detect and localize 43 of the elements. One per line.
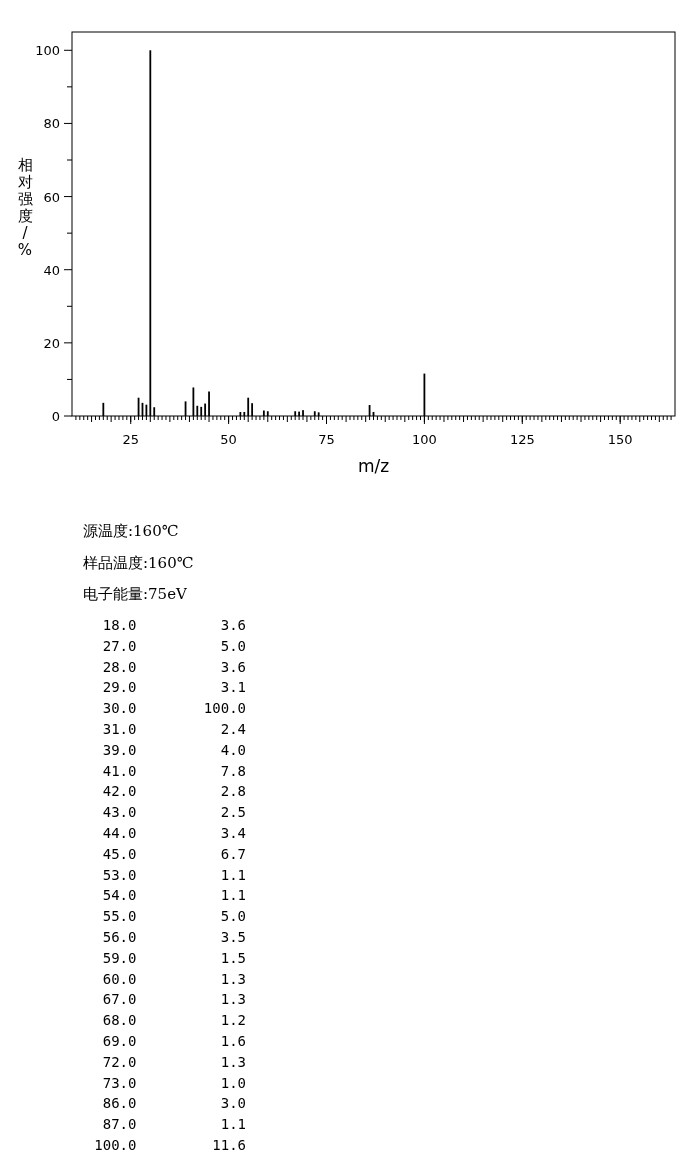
- text: 30.0 100.0: [94, 700, 246, 717]
- x-tick-label: 125: [509, 432, 535, 447]
- y-tick-label: 0: [51, 409, 60, 424]
- y-tick-label: 100: [35, 43, 60, 59]
- x-tick-label: 25: [122, 432, 140, 447]
- text: 72.0 1.3: [94, 1053, 246, 1070]
- text: 31.0 2.4: [94, 721, 246, 737]
- text: 42.0 2.8: [94, 783, 246, 800]
- text: 44.0 3.4: [94, 825, 246, 841]
- y-axis-title: 相对强度/%: [17, 156, 33, 259]
- text: 29.0 3.1: [94, 679, 246, 696]
- y-tick-label: 60: [43, 189, 60, 205]
- x-axis-title: m/z: [357, 456, 390, 476]
- y-tick-label: 40: [43, 262, 60, 278]
- text: 73.0 1.0: [94, 1074, 246, 1091]
- text: 54.0 1.1: [94, 887, 246, 904]
- text: 样品温度:160℃: [83, 553, 194, 572]
- x-tick-label: 50: [220, 432, 237, 447]
- x-tick-label: 150: [607, 432, 633, 447]
- text: 18.0 3.6: [94, 617, 246, 633]
- y-tick-label: 20: [43, 335, 60, 351]
- y-tick-label: 80: [43, 116, 60, 132]
- text: 源温度:160℃: [83, 522, 179, 540]
- text: 28.0 3.6: [94, 658, 246, 675]
- text: 27.0 5.0: [94, 637, 246, 654]
- text: 68.0 1.2: [94, 1012, 246, 1029]
- text: 41.0 7.8: [94, 762, 246, 779]
- x-tick-label: 100: [411, 432, 437, 447]
- text: 39.0 4.0: [94, 741, 246, 758]
- text: 69.0 1.6: [94, 1033, 246, 1049]
- text: 56.0 3.5: [94, 929, 246, 945]
- text: 59.0 1.5: [94, 949, 246, 966]
- text: 43.0 2.5: [94, 804, 246, 821]
- text: 67.0 1.3: [94, 991, 246, 1008]
- x-tick-label: 75: [318, 432, 335, 447]
- text: 87.0 1.1: [94, 1116, 246, 1133]
- text: 55.0 5.0: [94, 908, 246, 925]
- text: 电子能量:75eV: [83, 585, 189, 603]
- text: 60.0 1.3: [94, 970, 246, 987]
- text: 100.0 11.6: [94, 1137, 246, 1153]
- text: 53.0 1.1: [94, 866, 246, 883]
- text: 45.0 6.7: [94, 845, 246, 862]
- text: 86.0 3.0: [94, 1095, 246, 1112]
